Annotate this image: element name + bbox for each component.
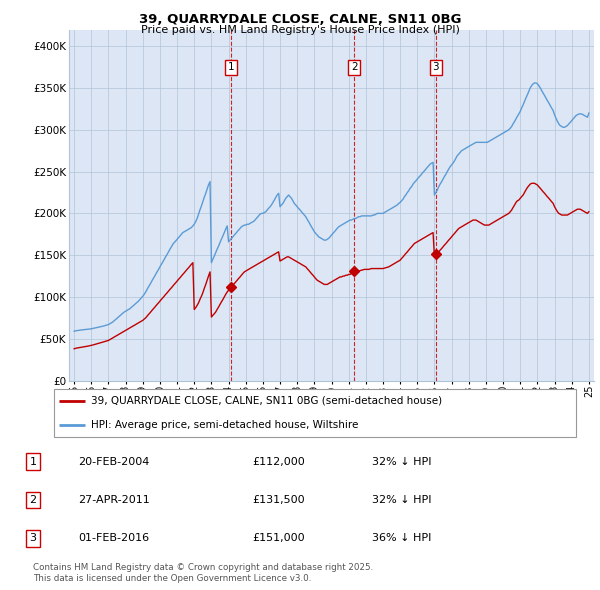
Text: 36% ↓ HPI: 36% ↓ HPI [372, 533, 431, 543]
Text: 1: 1 [29, 457, 37, 467]
Text: 20-FEB-2004: 20-FEB-2004 [78, 457, 149, 467]
Text: 01-FEB-2016: 01-FEB-2016 [78, 533, 149, 543]
Text: 3: 3 [29, 533, 37, 543]
Text: 3: 3 [433, 62, 439, 72]
Text: £112,000: £112,000 [252, 457, 305, 467]
Text: 2: 2 [29, 495, 37, 505]
Text: 27-APR-2011: 27-APR-2011 [78, 495, 150, 505]
Text: 39, QUARRYDALE CLOSE, CALNE, SN11 0BG: 39, QUARRYDALE CLOSE, CALNE, SN11 0BG [139, 13, 461, 26]
Text: Price paid vs. HM Land Registry's House Price Index (HPI): Price paid vs. HM Land Registry's House … [140, 25, 460, 35]
Text: 32% ↓ HPI: 32% ↓ HPI [372, 495, 431, 505]
Text: Contains HM Land Registry data © Crown copyright and database right 2025.
This d: Contains HM Land Registry data © Crown c… [33, 563, 373, 583]
Text: £151,000: £151,000 [252, 533, 305, 543]
Text: £131,500: £131,500 [252, 495, 305, 505]
Text: HPI: Average price, semi-detached house, Wiltshire: HPI: Average price, semi-detached house,… [91, 420, 358, 430]
Text: 1: 1 [227, 62, 234, 72]
Text: 32% ↓ HPI: 32% ↓ HPI [372, 457, 431, 467]
FancyBboxPatch shape [53, 389, 577, 437]
Text: 2: 2 [351, 62, 358, 72]
Text: 39, QUARRYDALE CLOSE, CALNE, SN11 0BG (semi-detached house): 39, QUARRYDALE CLOSE, CALNE, SN11 0BG (s… [91, 396, 442, 406]
